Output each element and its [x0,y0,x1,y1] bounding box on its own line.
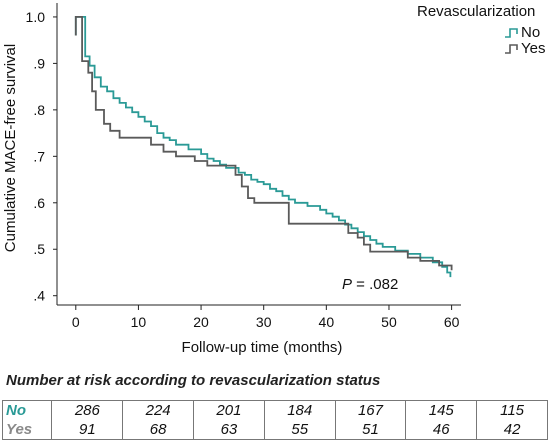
risk-cell: 286 [51,400,123,420]
risk-cell: 201 [193,400,265,420]
x-tick-label: 60 [444,314,460,330]
y-tick-label: .8 [33,102,45,118]
survival-curves [74,15,453,278]
y-tick-label: .9 [33,55,45,71]
y-tick-label: 1.0 [26,9,46,25]
x-tick-label: 50 [381,314,397,330]
legend-key-no [505,28,518,38]
risk-group-label: Yes [1,420,52,440]
y-tick-label: .7 [33,148,45,164]
x-axis: 0 10 20 30 40 50 60 [72,305,460,330]
risk-cell: 63 [193,420,265,440]
risk-cell: 46 [405,420,477,440]
risk-cell: 224 [122,400,194,420]
y-tick-label: .5 [33,241,45,257]
risk-cell: 51 [334,420,406,440]
x-tick-label: 0 [72,314,80,330]
risk-cell: 145 [405,400,477,420]
p-value-symbol: P [342,276,352,293]
risk-cell: 68 [122,420,194,440]
risk-cell: 115 [476,400,548,420]
legend-label-no: No [521,24,540,41]
y-tick-label: .4 [33,288,45,304]
p-value-text: = .082 [352,276,398,293]
km-chart: 1.0 .9 .8 .7 .6 .5 .4 0 10 20 30 40 50 60 Cumulative… [2,3,545,356]
legend-key-yes [505,44,518,54]
legend-label-yes: Yes [521,40,545,57]
series-line-no [74,15,452,278]
y-axis: 1.0 .9 .8 .7 .6 .5 .4 [26,9,57,304]
series-line-yes [74,15,453,271]
x-tick-label: 10 [131,314,147,330]
risk-table-title: Number at risk according to revasculariz… [6,372,381,389]
risk-cell: 55 [263,420,336,440]
risk-cell: 184 [263,400,336,420]
risk-group-label: No [1,400,52,420]
plot-frame [56,3,461,306]
x-tick-label: 40 [319,314,335,330]
risk-row-yes: Yes 91 68 63 55 51 46 42 [1,420,548,440]
risk-cell: 167 [334,400,406,420]
risk-row-no: No 286 224 201 184 167 145 115 [1,400,548,420]
risk-cell: 91 [51,420,123,440]
risk-cell: 42 [476,420,548,440]
x-tick-label: 30 [256,314,272,330]
y-tick-label: .6 [33,195,45,211]
risk-table: No 286 224 201 184 167 145 115 Yes 91 68… [1,400,548,440]
p-value-annotation: P = .082 [342,276,398,293]
legend-title: Revascularization [417,3,535,20]
y-axis-title: Cumulative MACE-free survival [2,44,19,252]
x-tick-label: 20 [193,314,209,330]
x-axis-title: Follow-up time (months) [182,339,343,356]
